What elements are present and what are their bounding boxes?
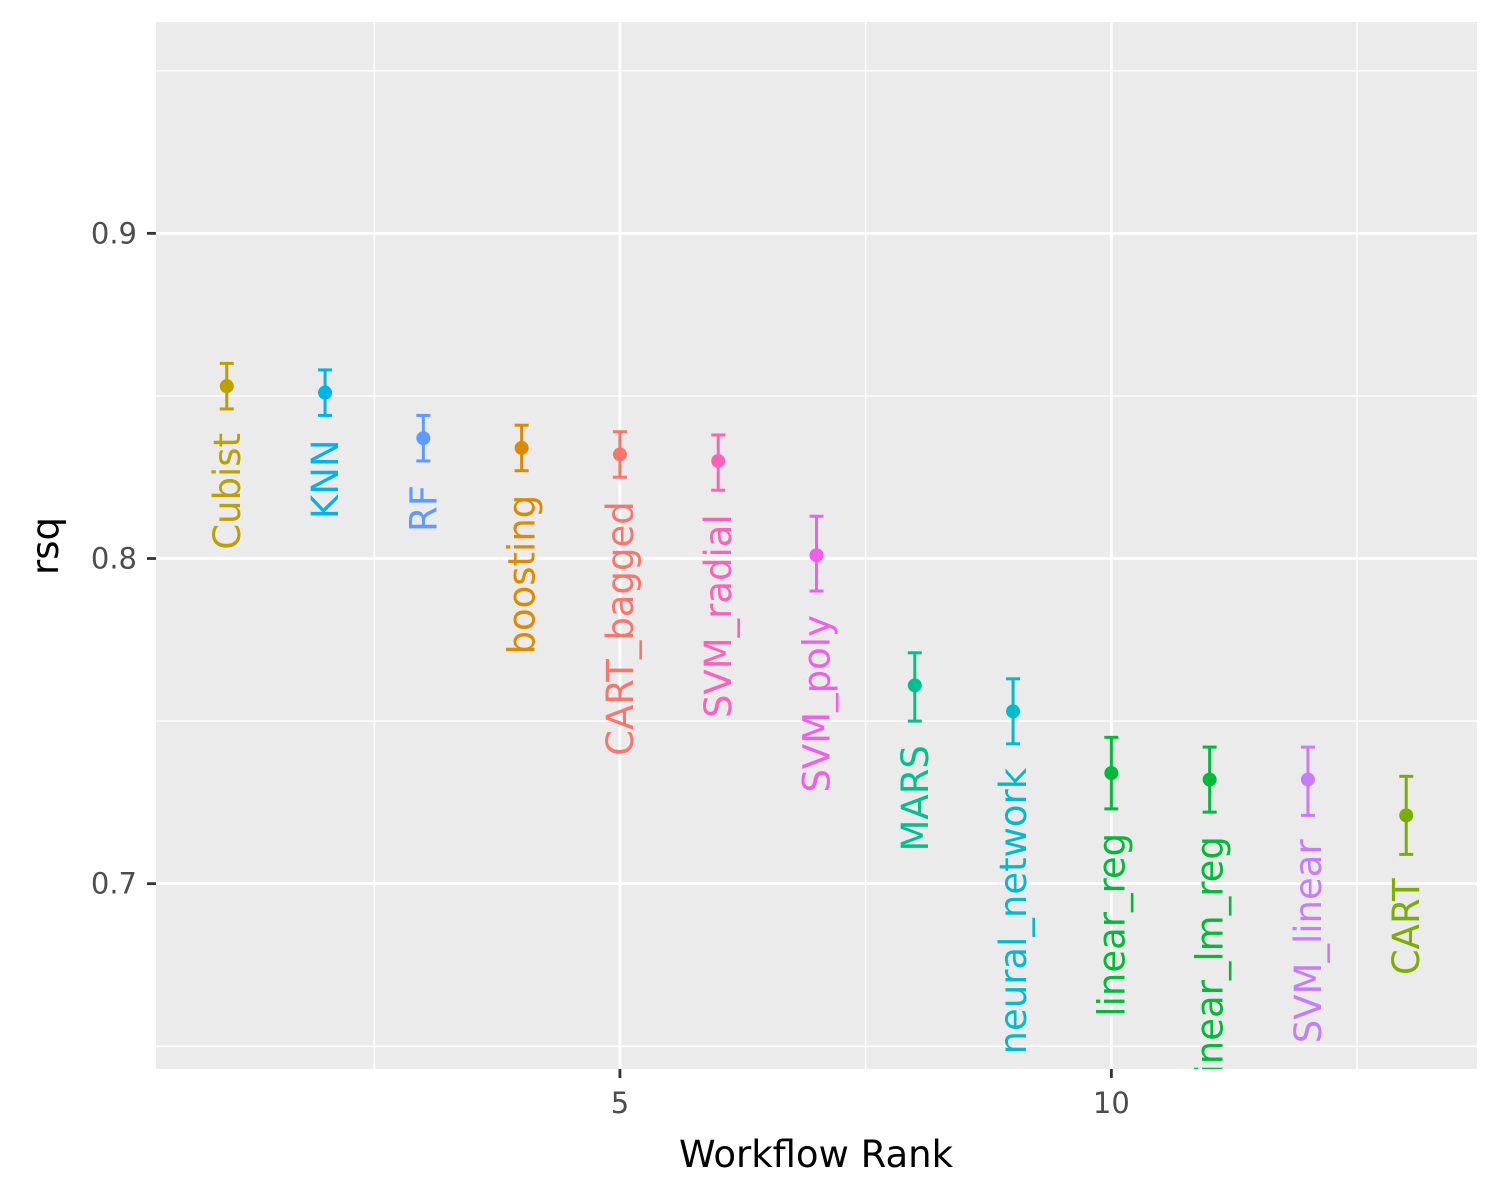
- x-tick-label: 5: [611, 1086, 629, 1120]
- y-tick-label: 0.8: [91, 542, 137, 576]
- y-tick-label: 0.9: [91, 216, 137, 250]
- data-point: [711, 453, 726, 468]
- point-label: CART: [1385, 878, 1428, 975]
- data-point: [416, 431, 431, 446]
- x-tick-label: 10: [1093, 1086, 1130, 1120]
- minor-gridlines: [156, 22, 1477, 1069]
- data-point: [612, 447, 627, 462]
- data-point: [219, 379, 234, 394]
- point-label: linear_reg: [1090, 833, 1133, 1017]
- x-axis-title: Workflow Rank: [679, 1133, 954, 1176]
- point-label: boosting: [501, 495, 544, 655]
- point-label: KNN: [304, 439, 347, 519]
- data-point: [1202, 772, 1217, 787]
- y-tick-label: 0.7: [91, 867, 137, 901]
- data-point: [1006, 704, 1021, 719]
- data-point: [1399, 808, 1414, 823]
- point-label: SVM_poly: [796, 615, 839, 793]
- y-axis: 0.7 0.8 0.9: [91, 216, 156, 901]
- point-label: CART_bagged: [599, 501, 642, 756]
- point-label: SVM_linear: [1287, 839, 1330, 1044]
- data-point: [907, 678, 922, 693]
- data-point: [318, 385, 333, 400]
- data-point: [514, 440, 529, 455]
- data-marks: Cubist KNN RF boosting CART_bagged SVM_radial…: [206, 361, 1428, 1085]
- point-label: SVM_radial: [697, 514, 740, 718]
- point-label: MARS: [894, 745, 937, 851]
- point-label: neural_network: [992, 767, 1035, 1054]
- x-axis: 5 10: [611, 1069, 1130, 1120]
- point-label: linear_lm_reg: [1189, 836, 1232, 1085]
- point-label: RF: [402, 485, 445, 532]
- data-point: [809, 548, 824, 563]
- y-axis-title: rsq: [24, 517, 67, 575]
- point-label: Cubist: [206, 433, 249, 550]
- data-point: [1300, 772, 1315, 787]
- data-point: [1104, 766, 1119, 781]
